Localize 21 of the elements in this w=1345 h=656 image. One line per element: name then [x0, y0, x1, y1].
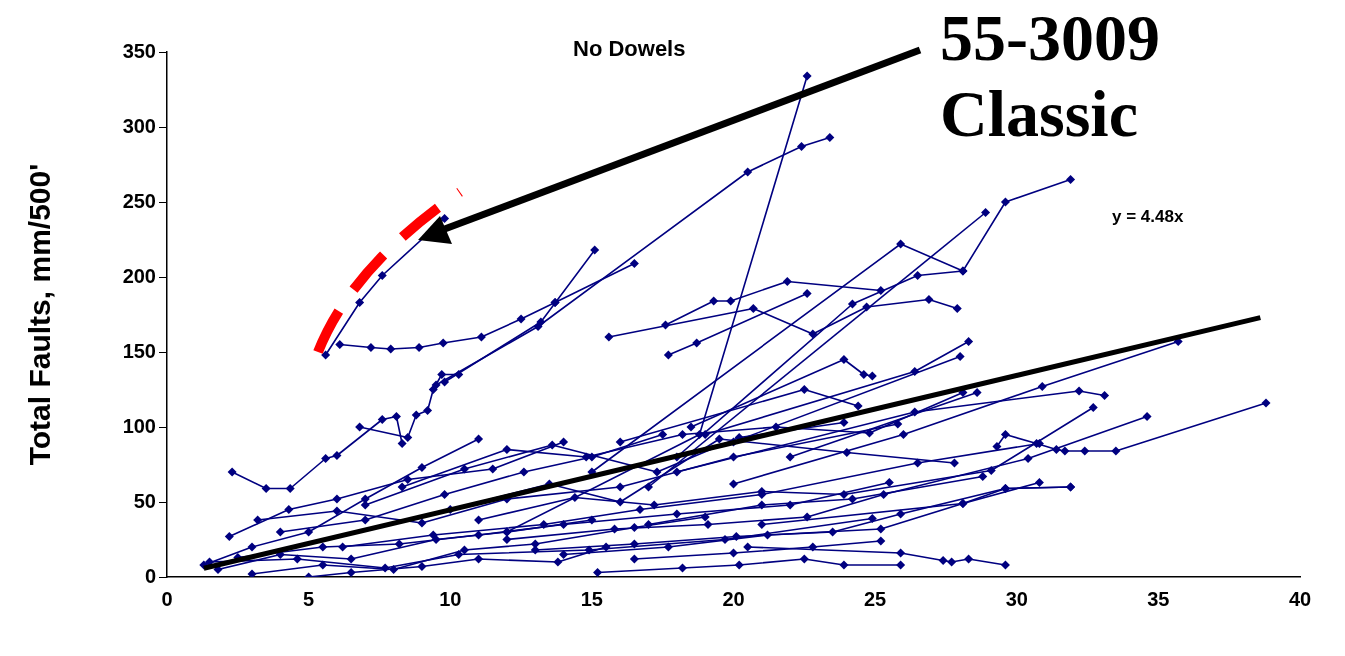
- x-tick-label: 10: [439, 587, 462, 610]
- y-tick-label: 100: [122, 414, 156, 437]
- y-axis-title: Total Faults, mm/500': [23, 163, 57, 466]
- x-tick-label: 40: [1288, 587, 1312, 610]
- annotation: No Dowels: [573, 36, 686, 62]
- x-tick-label: 5: [303, 587, 315, 610]
- y-tick-label: 250: [122, 189, 156, 212]
- y-tick-label: 0: [144, 564, 156, 587]
- x-tick-label: 35: [1147, 587, 1170, 610]
- x-tick-label: 15: [580, 587, 603, 610]
- x-tick-label: 0: [161, 587, 173, 610]
- y-tick-label: 300: [122, 114, 156, 137]
- x-tick-label: 25: [864, 587, 887, 610]
- x-tick-label: 20: [722, 587, 745, 610]
- annotation: y = 4.48x: [1112, 207, 1184, 227]
- y-tick-label: 150: [122, 339, 156, 362]
- x-tick-label: 30: [1005, 587, 1028, 610]
- y-tick-label: 350: [122, 39, 156, 62]
- y-tick-label: 200: [122, 264, 156, 287]
- chart-title: 55-3009 Classic: [940, 0, 1161, 152]
- y-tick-label: 50: [133, 489, 156, 512]
